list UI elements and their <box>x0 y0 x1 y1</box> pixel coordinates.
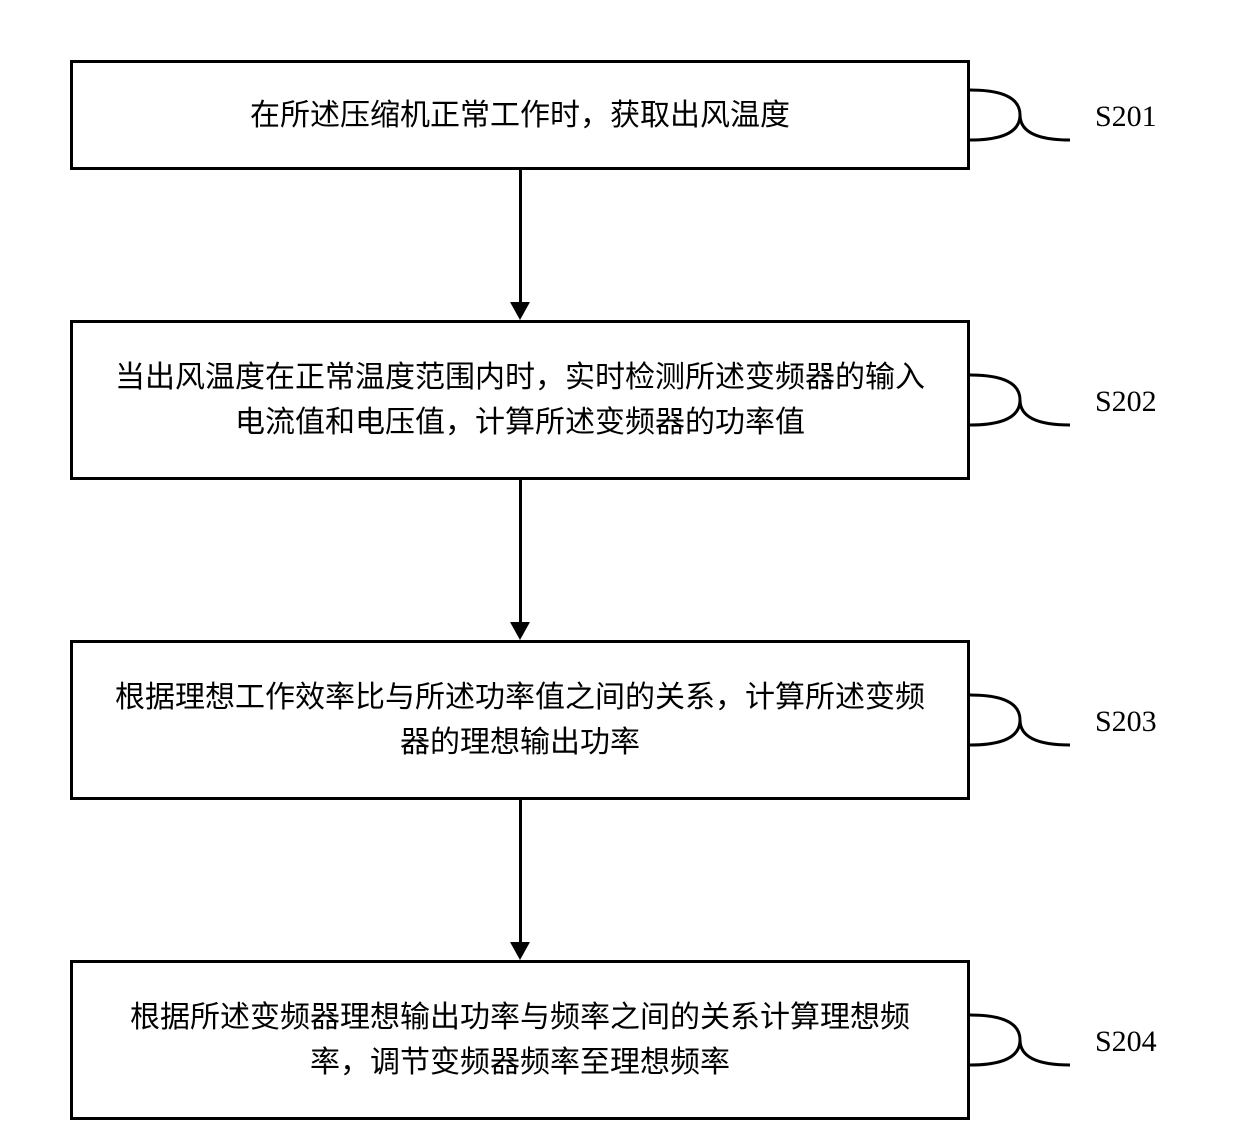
step-4-text: 根据所述变频器理想输出功率与频率之间的关系计算理想频率，调节变频器频率至理想频率 <box>103 995 937 1085</box>
curve-connector-1 <box>970 85 1070 145</box>
arrow-2-3 <box>510 622 530 640</box>
arrow-3-4 <box>510 942 530 960</box>
flowchart-step-4: 根据所述变频器理想输出功率与频率之间的关系计算理想频率，调节变频器频率至理想频率 <box>70 960 970 1120</box>
step-1-text: 在所述压缩机正常工作时，获取出风温度 <box>250 93 790 138</box>
curve-connector-3 <box>970 690 1070 750</box>
curve-connector-2 <box>970 370 1070 430</box>
step-1-label: S201 <box>1095 100 1157 134</box>
flowchart-step-2: 当出风温度在正常温度范围内时，实时检测所述变频器的输入电流值和电压值，计算所述变… <box>70 320 970 480</box>
flowchart-container: 在所述压缩机正常工作时，获取出风温度 S201 当出风温度在正常温度范围内时，实… <box>0 30 1240 1108</box>
connector-3-4 <box>519 800 522 945</box>
flowchart-step-1: 在所述压缩机正常工作时，获取出风温度 <box>70 60 970 170</box>
step-3-label: S203 <box>1095 705 1157 739</box>
curve-connector-4 <box>970 1010 1070 1070</box>
step-4-label: S204 <box>1095 1025 1157 1059</box>
step-2-label: S202 <box>1095 385 1157 419</box>
flowchart-step-3: 根据理想工作效率比与所述功率值之间的关系，计算所述变频器的理想输出功率 <box>70 640 970 800</box>
connector-1-2 <box>519 170 522 305</box>
connector-2-3 <box>519 480 522 625</box>
step-3-text: 根据理想工作效率比与所述功率值之间的关系，计算所述变频器的理想输出功率 <box>103 675 937 765</box>
arrow-1-2 <box>510 302 530 320</box>
step-2-text: 当出风温度在正常温度范围内时，实时检测所述变频器的输入电流值和电压值，计算所述变… <box>103 355 937 445</box>
